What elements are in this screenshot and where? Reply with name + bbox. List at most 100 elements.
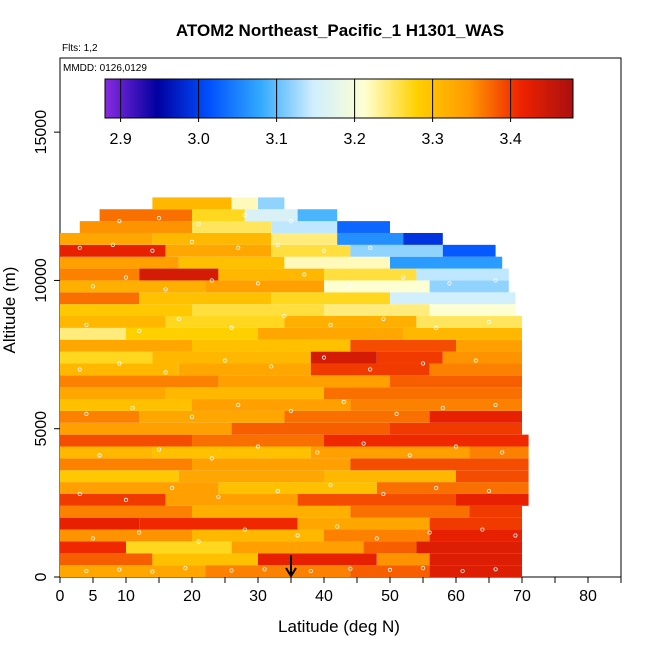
heatmap-cell xyxy=(231,541,364,554)
sample-point xyxy=(434,325,439,330)
x-tick-label: 40 xyxy=(315,588,333,605)
heatmap-cell xyxy=(390,292,516,305)
heatmap-cell xyxy=(429,410,522,423)
sample-point xyxy=(150,569,155,574)
sample-point xyxy=(348,566,353,571)
heatmap-cell xyxy=(60,565,206,577)
marker-layer xyxy=(285,555,297,578)
sample-point xyxy=(123,275,129,280)
heatmap-cell xyxy=(60,316,166,328)
heatmap-cell xyxy=(376,482,529,494)
heatmap-cell xyxy=(442,351,522,364)
heatmap-cell xyxy=(363,541,417,554)
x-tick-label: 60 xyxy=(447,588,465,605)
dates-annotation: MMDD: 0126,0129 xyxy=(63,63,147,74)
x-tick-label: 50 xyxy=(381,588,399,605)
sample-point xyxy=(130,405,135,411)
sample-point xyxy=(401,275,406,280)
heatmap-cell xyxy=(324,529,430,542)
sample-point xyxy=(493,278,498,283)
heatmap-cell xyxy=(60,256,179,269)
sample-point xyxy=(123,497,129,502)
heatmap-cell xyxy=(390,422,522,435)
sample-point xyxy=(321,248,327,253)
sample-point xyxy=(486,488,492,494)
sample-point xyxy=(236,402,241,408)
sample-point xyxy=(500,450,505,455)
heatmap-cell xyxy=(271,232,338,245)
sample-point xyxy=(84,411,89,416)
sample-point xyxy=(348,284,353,289)
heatmap-cell xyxy=(178,256,285,269)
sample-point xyxy=(176,316,181,322)
heatmap-cell xyxy=(310,363,430,376)
sample-point xyxy=(427,530,432,535)
sample-point xyxy=(434,485,439,491)
heatmap-cell xyxy=(60,363,179,376)
sample-point xyxy=(189,414,195,419)
heatmap-cell xyxy=(310,446,470,459)
sample-point xyxy=(137,328,142,333)
heatmap-cell xyxy=(60,493,166,506)
colorbar-tick-label: 3.2 xyxy=(343,131,365,148)
heatmap-cell xyxy=(231,197,258,210)
heatmap-cell xyxy=(192,209,245,222)
sample-point xyxy=(394,411,399,416)
heatmap-cell xyxy=(99,209,192,222)
heatmap-cell xyxy=(192,434,324,447)
heatmap-cell xyxy=(139,410,285,423)
heatmap-cell xyxy=(337,232,404,245)
colorbar-ticks: 2.9 3.0 3.1 3.2 3.3 3.4 xyxy=(109,79,522,148)
sample-point xyxy=(242,527,247,532)
sample-point xyxy=(189,239,195,244)
heatmap-cell xyxy=(139,517,298,530)
sample-point xyxy=(341,399,346,405)
sample-point xyxy=(222,358,228,363)
heatmap-cell xyxy=(324,470,456,483)
sample-point xyxy=(84,322,89,328)
heatmap-cell xyxy=(152,232,272,245)
heatmap-cell xyxy=(429,363,522,376)
sample-point xyxy=(209,456,214,461)
sample-point xyxy=(255,444,261,449)
heatmap-cell xyxy=(126,327,258,340)
heatmap-cell xyxy=(152,351,311,364)
heatmap-cell xyxy=(350,505,470,518)
heatmap-cell xyxy=(416,541,522,554)
sample-point xyxy=(328,482,333,488)
sample-point xyxy=(361,441,366,446)
sample-point xyxy=(156,447,162,452)
sample-point xyxy=(328,322,333,328)
heatmap-cell xyxy=(429,304,516,317)
heatmap-cell xyxy=(324,268,417,281)
heatmap-cell xyxy=(271,244,351,257)
sample-point xyxy=(117,361,122,366)
heatmap-cell xyxy=(60,232,153,245)
x-axis-label: Latitude (deg N) xyxy=(278,617,400,636)
heatmap-cell xyxy=(429,565,522,577)
sample-point xyxy=(156,216,162,221)
sample-point xyxy=(407,453,412,458)
heatmap-cell xyxy=(469,446,529,459)
sample-point xyxy=(288,219,294,224)
x-tick-label: 10 xyxy=(117,588,135,605)
heatmap-cell xyxy=(350,399,522,411)
sample-point xyxy=(117,567,122,572)
sample-point xyxy=(77,367,82,372)
heatmap-cell xyxy=(60,304,192,317)
heatmap-cell xyxy=(244,209,298,222)
sample-point xyxy=(90,284,96,289)
heatmap-cell xyxy=(284,410,430,423)
marker-arrow-head xyxy=(285,567,297,578)
sample-point xyxy=(321,355,327,360)
sample-point xyxy=(387,567,393,572)
sample-point xyxy=(170,485,175,491)
heatmap-cell xyxy=(350,339,456,352)
sample-point xyxy=(447,281,452,286)
heatmap-cell xyxy=(416,268,509,281)
heatmap-cell xyxy=(205,565,351,577)
heatmap-cell xyxy=(456,470,529,483)
heatmap-cell xyxy=(192,399,351,411)
heatmap-layer xyxy=(60,197,529,577)
